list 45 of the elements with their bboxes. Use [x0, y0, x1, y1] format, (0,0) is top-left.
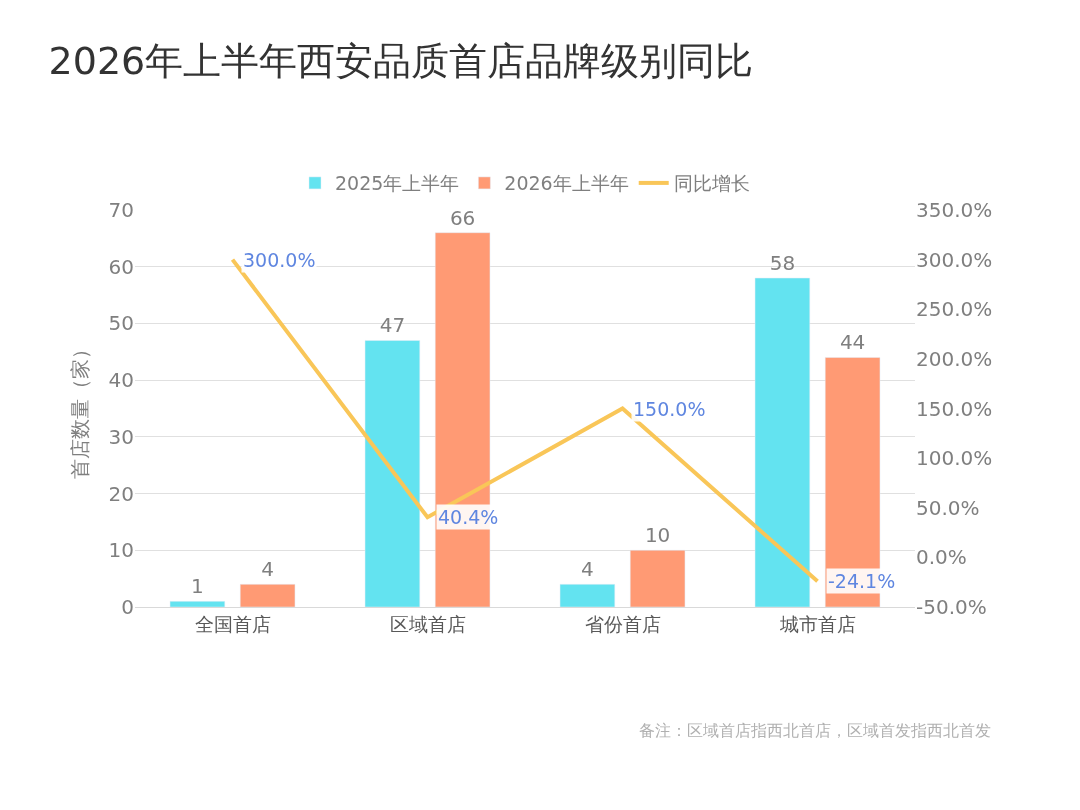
bar: [364, 340, 421, 607]
data-label: -24.1%: [828, 570, 896, 592]
y2-tick-label: 300.0%: [916, 247, 993, 272]
x-tick-label: 全国首店: [194, 612, 271, 635]
data-label: 40.4%: [438, 506, 499, 528]
data-label: 4: [261, 557, 274, 582]
y-tick-label: 40: [108, 368, 134, 393]
y2-tick-label: 0.0%: [916, 545, 967, 570]
y-axis-title: 首店数量（家）: [68, 338, 93, 479]
y2-tick-label: 100.0%: [916, 446, 993, 471]
y2-tick-label: 350.0%: [916, 198, 993, 222]
y2-tick-label: 50.0%: [916, 495, 980, 520]
legend-label: 2025年上半年: [335, 172, 460, 195]
data-label: 300.0%: [243, 249, 316, 271]
y-tick-label: 20: [108, 481, 134, 506]
y-tick-label: 30: [108, 424, 134, 449]
bar: [239, 584, 296, 607]
chart-title: 2026年上半年西安品质首店品牌级别同比: [48, 39, 754, 84]
y2-tick-label: 150.0%: [916, 396, 993, 421]
text: 备注：区域首店指西北首店，区域首发指西北首发: [639, 721, 991, 740]
data-label: 47: [379, 313, 406, 338]
data-label: 1: [191, 574, 204, 599]
y-tick-label: 60: [108, 254, 134, 279]
y-tick-label: 50: [108, 311, 134, 336]
y-tick-label: 70: [108, 198, 134, 222]
x-tick-label: 区域首店: [389, 612, 466, 635]
y-tick-label: 10: [108, 538, 134, 563]
y2-tick-label: 250.0%: [916, 297, 993, 322]
x-tick-label: 省份首店: [584, 612, 661, 635]
legend-label: 2026年上半年: [504, 172, 629, 195]
data-label: 4: [581, 557, 594, 582]
data-label: 44: [839, 330, 866, 355]
data-label: 150.0%: [633, 398, 706, 420]
bar: [559, 584, 616, 607]
data-label: 66: [449, 205, 476, 230]
y2-tick-label: 200.0%: [916, 346, 993, 371]
y-tick-label: 0: [121, 595, 134, 619]
y2-tick-label: -50.0%: [916, 595, 987, 619]
x-tick-label: 城市首店: [778, 612, 856, 635]
data-label: 10: [644, 523, 671, 548]
legend-label: 同比增长: [673, 172, 750, 195]
bar: [754, 277, 811, 607]
bar: [169, 601, 226, 607]
data-label: 58: [769, 251, 796, 276]
bar: [629, 550, 686, 607]
